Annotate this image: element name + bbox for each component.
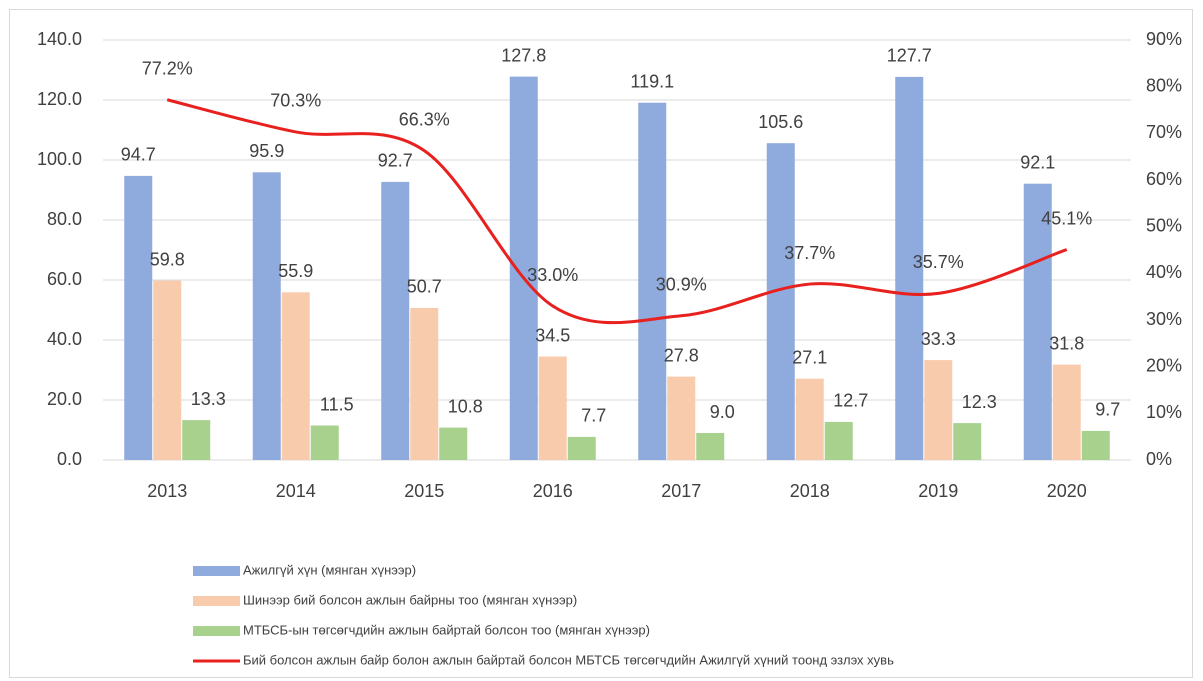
y-tick-label: 0.0 xyxy=(57,449,82,469)
bar xyxy=(182,420,211,460)
legend-label: МТБСБ-ын төгсөгчдийн ажлын байртай болсо… xyxy=(243,622,650,637)
bar xyxy=(381,181,410,460)
legend-label: Ажилгүй хүн (мянган хүнээр) xyxy=(243,562,416,577)
data-label: 27.1 xyxy=(792,347,827,367)
y-tick-label: 20.0 xyxy=(47,389,82,409)
y2-tick-label: 20% xyxy=(1146,355,1182,375)
data-label: 7.7 xyxy=(581,406,606,426)
y2-tick-label: 0% xyxy=(1146,449,1172,469)
bar xyxy=(567,436,596,460)
y2-tick-label: 80% xyxy=(1146,75,1182,95)
data-label: 31.8 xyxy=(1049,333,1084,353)
bar xyxy=(153,280,182,460)
data-label: 105.6 xyxy=(758,112,803,132)
line-data-label: 37.7% xyxy=(784,243,835,263)
x-tick-label: 2016 xyxy=(533,481,573,501)
x-tick-label: 2015 xyxy=(404,481,444,501)
data-label: 50.7 xyxy=(407,277,442,297)
bar xyxy=(124,175,153,460)
bar xyxy=(924,360,953,460)
y-tick-label: 120.0 xyxy=(37,89,82,109)
bar xyxy=(538,356,567,460)
data-label: 127.8 xyxy=(501,45,546,65)
bar xyxy=(824,421,853,460)
bar xyxy=(252,172,281,461)
data-label: 34.5 xyxy=(535,325,570,345)
line-data-label: 33.0% xyxy=(527,265,578,285)
bar xyxy=(281,292,310,460)
x-tick-label: 2013 xyxy=(147,481,187,501)
legend-swatch xyxy=(193,626,240,636)
y2-tick-label: 40% xyxy=(1146,262,1182,282)
legend-swatch xyxy=(193,566,240,576)
y-tick-label: 140.0 xyxy=(37,29,82,49)
y2-tick-label: 10% xyxy=(1146,402,1182,422)
legend-label: Шинээр бий болсон ажлын байрны тоо (мянг… xyxy=(243,592,577,607)
bar xyxy=(696,433,725,460)
y-tick-label: 40.0 xyxy=(47,329,82,349)
data-label: 13.3 xyxy=(191,389,226,409)
bar xyxy=(638,102,667,460)
line xyxy=(166,98,1068,325)
x-tick-label: 2020 xyxy=(1047,481,1087,501)
line-data-label: 35.7% xyxy=(913,252,964,272)
legend-swatch xyxy=(193,596,240,606)
data-label: 119.1 xyxy=(630,71,674,91)
data-label: 11.5 xyxy=(320,394,354,414)
y-tick-label: 60.0 xyxy=(47,269,82,289)
y-tick-label: 80.0 xyxy=(47,209,82,229)
line-data-label: 77.2% xyxy=(142,58,193,78)
y2-tick-label: 70% xyxy=(1146,122,1182,142)
bar xyxy=(439,427,468,460)
data-label: 12.3 xyxy=(962,392,997,412)
bar xyxy=(766,143,795,460)
x-tick-label: 2019 xyxy=(918,481,958,501)
y2-tick-label: 60% xyxy=(1146,169,1182,189)
data-label: 9.0 xyxy=(710,402,735,422)
line-data-label: 66.3% xyxy=(399,109,450,129)
bar xyxy=(1081,430,1110,460)
bar xyxy=(895,76,924,461)
data-label: 10.8 xyxy=(448,396,483,416)
data-label: 59.8 xyxy=(150,249,185,269)
data-label: 127.7 xyxy=(887,46,932,66)
bar xyxy=(953,423,982,460)
line-data-label: 30.9% xyxy=(656,275,707,295)
data-label: 9.7 xyxy=(1095,400,1120,420)
x-tick-label: 2018 xyxy=(790,481,830,501)
bar xyxy=(1023,183,1052,460)
bar xyxy=(410,307,439,460)
bar xyxy=(667,376,696,460)
data-label: 95.9 xyxy=(249,141,284,161)
data-label: 92.7 xyxy=(378,151,413,171)
y2-tick-label: 90% xyxy=(1146,29,1182,49)
line-data-label: 70.3% xyxy=(270,91,321,111)
line-data-label: 45.1% xyxy=(1041,208,1092,228)
data-label: 33.3 xyxy=(921,329,956,349)
data-label: 12.7 xyxy=(833,391,868,411)
legend-label: Бий болсон ажлын байр болон ажлын байрта… xyxy=(243,652,894,667)
data-label: 94.7 xyxy=(121,145,156,165)
bar xyxy=(795,378,824,460)
chart-border xyxy=(9,9,1193,678)
y2-tick-label: 30% xyxy=(1146,309,1182,329)
bar xyxy=(1052,364,1081,460)
x-tick-label: 2017 xyxy=(661,481,701,501)
bar xyxy=(310,425,339,460)
data-label: 27.8 xyxy=(664,345,699,365)
data-label: 55.9 xyxy=(278,261,313,281)
x-tick-label: 2014 xyxy=(276,481,316,501)
data-label: 92.1 xyxy=(1020,152,1055,172)
y-tick-label: 100.0 xyxy=(37,149,82,169)
y2-tick-label: 50% xyxy=(1146,215,1182,235)
